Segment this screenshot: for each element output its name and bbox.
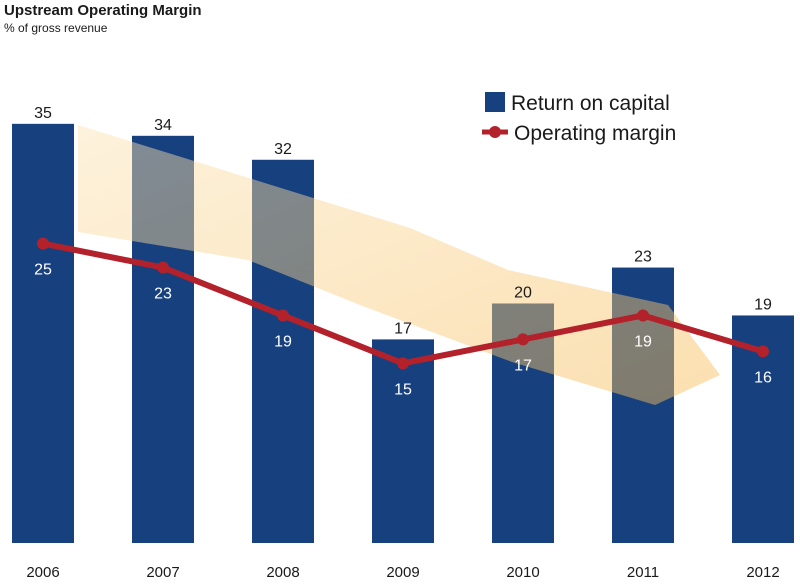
operating-margin-label-2006: 25 [34,262,52,279]
bar-value-label-2009: 17 [394,320,412,337]
bar-value-label-2007: 34 [154,117,172,134]
bar-2009 [372,339,434,543]
operating-margin-label-2011: 19 [634,333,652,350]
x-tick-label-2010: 2010 [506,564,539,581]
legend-swatch-return-on-capital [485,92,505,112]
operating-margin-point-2010 [517,333,529,346]
operating-margin-point-2007 [157,261,169,274]
operating-margin-point-2006 [37,237,49,250]
bar-value-label-2010: 20 [514,284,532,301]
bar-value-label-2011: 23 [634,249,652,266]
x-tick-label-2006: 2006 [26,564,59,581]
x-tick-label-2009: 2009 [386,564,419,581]
operating-margin-point-2009 [397,357,409,370]
legend-label-return-on-capital: Return on capital [511,92,670,115]
chart-title: Upstream Operating Margin [4,2,202,19]
operating-margin-label-2012: 16 [754,369,772,386]
operating-margin-label-2009: 15 [394,381,412,398]
legend: Return on capital Operating margin [482,92,676,145]
operating-margin-label-2010: 17 [514,357,532,374]
x-tick-label-2012: 2012 [746,564,779,581]
bar-value-label-2012: 19 [754,296,772,313]
bar-2006 [12,123,74,543]
chart-subtitle: % of gross revenue [4,21,108,35]
operating-margin-point-2011 [637,309,649,322]
x-tick-label-2008: 2008 [266,564,299,581]
bar-value-label-2006: 35 [34,105,52,122]
legend-label-operating-margin: Operating margin [514,122,676,145]
operating-margin-label-2008: 19 [274,333,292,350]
operating-margin-point-2012 [757,345,769,358]
operating-margin-point-2008 [277,309,289,322]
operating-margin-label-2007: 23 [154,286,172,303]
x-tick-label-2007: 2007 [146,564,179,581]
x-tick-label-2011: 2011 [627,564,659,581]
legend-marker-operating-margin [489,126,501,138]
bar-value-label-2008: 32 [274,141,292,158]
